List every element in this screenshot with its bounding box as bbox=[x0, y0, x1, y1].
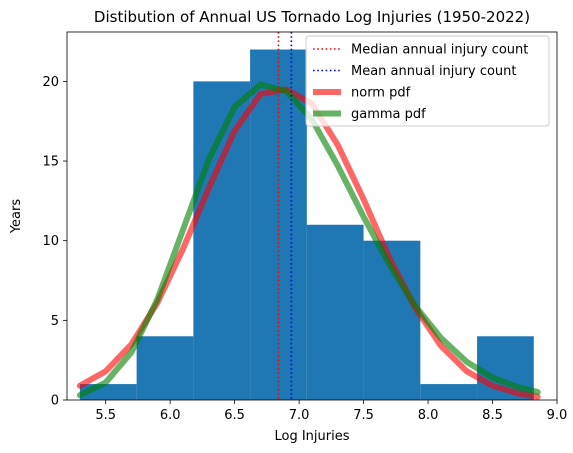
plot-frame bbox=[66, 31, 558, 401]
y-tick-label: 0 bbox=[51, 394, 59, 409]
x-tick-label: 9.0 bbox=[547, 408, 568, 423]
x-axis: 5.5 6.0 6.5 7.0 7.5 8.0 8.5 9.0 bbox=[95, 400, 567, 423]
histogram-bar bbox=[306, 224, 364, 400]
reference-lines bbox=[277, 32, 293, 400]
legend-label: Mean annual injury count bbox=[351, 64, 517, 79]
legend: Median annual injury count Mean annual in… bbox=[305, 35, 550, 127]
x-tick-label: 8.0 bbox=[418, 408, 439, 423]
x-tick-label: 6.0 bbox=[160, 408, 181, 423]
y-axis: 0 5 10 15 20 bbox=[42, 75, 67, 409]
legend-label: Median annual injury count bbox=[351, 43, 528, 58]
x-tick-label: 6.5 bbox=[224, 408, 245, 423]
y-tick-label: 5 bbox=[51, 314, 59, 329]
histogram-bar bbox=[136, 336, 194, 400]
histogram-bar bbox=[420, 384, 478, 400]
chart-title: Distibution of Annual US Tornado Log Inj… bbox=[94, 8, 530, 26]
y-tick-label: 10 bbox=[42, 234, 59, 249]
legend-label: norm pdf bbox=[351, 86, 411, 101]
x-tick-label: 7.0 bbox=[289, 408, 310, 423]
y-tick-label: 15 bbox=[42, 155, 59, 170]
x-tick-label: 7.5 bbox=[353, 408, 374, 423]
x-axis-label: Log Injuries bbox=[274, 429, 349, 444]
y-tick-label: 20 bbox=[42, 75, 59, 90]
x-tick-label: 8.5 bbox=[482, 408, 503, 423]
y-axis-label: Years bbox=[9, 199, 24, 235]
histogram-bars bbox=[79, 49, 534, 401]
legend-label: gamma pdf bbox=[351, 107, 426, 122]
legend-box bbox=[305, 35, 550, 127]
x-tick-label: 5.5 bbox=[95, 408, 116, 423]
